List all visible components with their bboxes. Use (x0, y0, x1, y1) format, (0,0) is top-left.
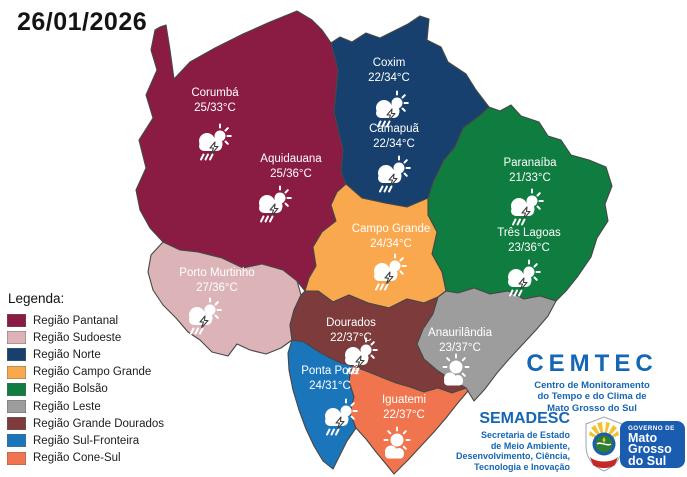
city-paranaiba: Paranaíba 21/33°C (503, 157, 557, 226)
city-name: Dourados (326, 317, 376, 329)
city-name: Anaurilândia (428, 327, 493, 339)
city-coxim: Coxim 22/34°C (368, 57, 410, 128)
city-temp: 22/37°C (330, 332, 372, 344)
city-name: Ponta Porã (301, 365, 359, 377)
legend-label: Região Cone-Sul (33, 452, 121, 465)
governo-ms-logo: GOVERNO DE Mato Grosso do Sul (583, 414, 687, 474)
city-camapua: Camapuã 22/34°C (369, 123, 420, 193)
city-temp: 22/34°C (373, 138, 415, 150)
cemtec-subtitle-line: do Tempo e do Clima de (537, 391, 647, 403)
semadesc-subtitle-line: de Meio Ambiente, (490, 440, 570, 451)
legend-item: Região Pantanal (7, 312, 164, 329)
semadesc-subtitle-line: Secretaria de Estado (480, 430, 570, 440)
legend-item: Região Bolsão (7, 381, 164, 398)
city-temp: 25/36°C (270, 168, 312, 180)
legend-label: Região Pantanal (33, 314, 119, 327)
mato-label: Mato (628, 430, 658, 445)
color-swatch (7, 434, 26, 448)
ms-coat-of-arms-icon (585, 416, 623, 472)
legend-item: Região Sudoeste (7, 329, 164, 346)
legend-label: Região Sudoeste (33, 331, 122, 344)
city-campo-grande: Campo Grande 24/34°C (352, 223, 431, 291)
color-swatch (7, 382, 26, 396)
color-swatch (7, 417, 26, 431)
cemtec-title: CEMTEC (526, 350, 658, 377)
city-name: Iguatemi (382, 394, 426, 406)
city-tres-lagoas: Três Lagoas 23/36°C (497, 227, 561, 297)
cemtec-subtitle-line: Centro de Monitoramento (534, 380, 650, 391)
date-label: 26/01/2026 (17, 8, 148, 36)
city-temp: 27/36°C (196, 282, 238, 294)
city-temp: 22/37°C (383, 409, 425, 421)
grosso-label: Grosso (628, 442, 672, 457)
governo-ms-wordmark: GOVERNO DE Mato Grosso do Sul (620, 420, 685, 469)
color-swatch (7, 451, 26, 465)
color-swatch (7, 331, 26, 345)
city-iguatemi: Iguatemi 22/37°C (382, 394, 426, 460)
city-name: Paranaíba (503, 157, 557, 169)
semadesc-subtitle-line: Desenvolvimento, Ciência, (455, 451, 570, 462)
city-porto-murtinho: Porto Murtinho 27/36°C (179, 267, 255, 335)
legend-item: Região Campo Grande (7, 364, 164, 381)
legend-item: Região Grande Dourados (7, 415, 164, 432)
governo-de-label: GOVERNO DE (628, 424, 675, 432)
cemtec-subtitle-line: Mato Grosso do Sul (547, 402, 637, 414)
region-sul-fronteira (287, 339, 357, 470)
legend-label: Região Campo Grande (33, 366, 152, 379)
legend-title: Legenda: (8, 291, 65, 306)
color-swatch (7, 348, 26, 362)
city-name: Camapuã (369, 123, 419, 135)
do-sul-label: do Sul (628, 454, 667, 469)
region-cone-sul (348, 365, 469, 475)
city-temp: 25/33°C (194, 102, 236, 114)
city-temp: 21/33°C (509, 172, 551, 184)
city-temp: 24/31°C (309, 380, 351, 392)
city-temp: 22/34°C (368, 72, 410, 84)
city-name: Aquidauana (260, 153, 322, 165)
city-temp: 24/34°C (370, 238, 412, 250)
city-anaurilandia: Anaurilândia 23/37°C (428, 327, 493, 387)
city-dourados: Dourados 22/37°C (326, 317, 378, 375)
legend-label: Região Bolsão (33, 383, 108, 396)
city-name: Três Lagoas (497, 227, 561, 239)
legend-item: Região Norte (7, 346, 164, 363)
city-name: Campo Grande (352, 223, 431, 235)
city-temp: 23/36°C (508, 242, 550, 254)
color-swatch (7, 400, 26, 414)
city-name: Coxim (373, 57, 406, 69)
legend-label: Região Grande Dourados (33, 417, 165, 430)
color-swatch (7, 314, 26, 328)
legend-label: Região Norte (33, 348, 101, 361)
city-ponta-pora: Ponta Porã 24/31°C (301, 365, 359, 436)
city-aquidauana: Aquidauana 25/36°C (258, 153, 322, 223)
legend-item: Região Cone-Sul (7, 450, 164, 467)
legend-item: Região Sul-Fronteira (7, 432, 164, 449)
semadesc-title: SEMADESC (479, 410, 570, 427)
legend-label: Região Sul-Fronteira (33, 434, 140, 447)
semadesc-subtitle-line: Tecnologia e Inovação (474, 461, 570, 472)
color-swatch (7, 365, 26, 379)
city-name: Porto Murtinho (179, 267, 254, 279)
region-sudoeste (147, 241, 302, 357)
cemtec-logo: CEMTEC Centro de Monitoramento do Tempo … (514, 350, 670, 414)
region-leste (416, 287, 557, 402)
semadesc-logo: SEMADESC Secretaria de Estado de Meio Am… (434, 410, 570, 472)
city-corumba: Corumbá 25/33°C (191, 87, 239, 161)
city-temp: 23/37°C (439, 342, 481, 354)
legend-label: Região Leste (33, 400, 101, 413)
legend: Legenda: Região Pantanal Região Sudoeste… (7, 291, 164, 467)
city-name: Corumbá (191, 87, 239, 99)
legend-item: Região Leste (7, 398, 164, 415)
